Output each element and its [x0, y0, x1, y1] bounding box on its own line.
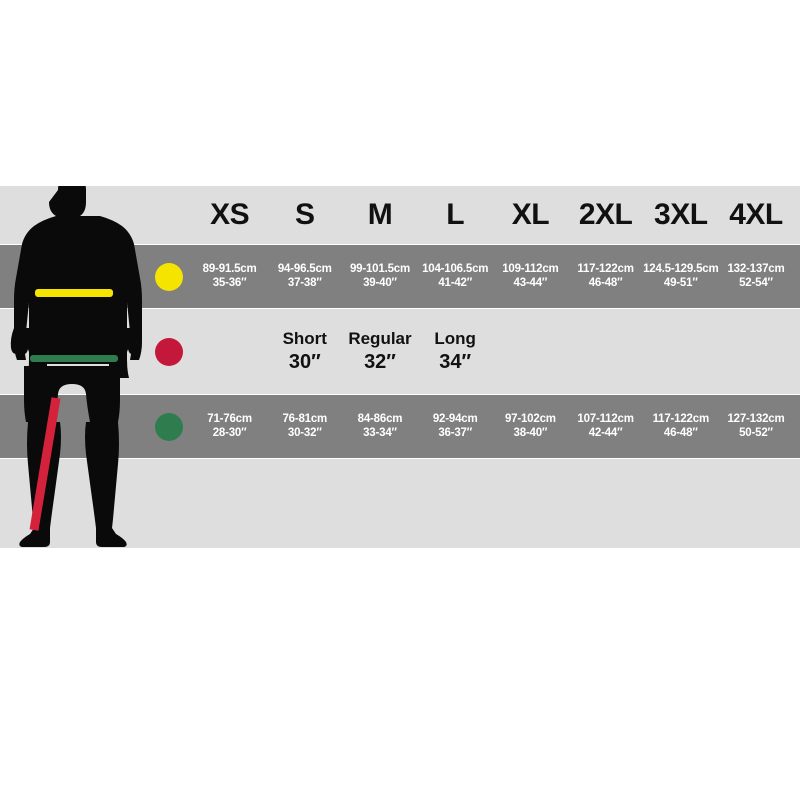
chest-inch-value: 52-54″ [739, 276, 773, 289]
waist-marker-dot-cell [148, 395, 190, 458]
waist-cell-xs: 71-76cm 28-30″ [194, 395, 266, 458]
chest-cm-value: 89-91.5cm [202, 262, 257, 275]
chest-inch-value: 37-38″ [287, 276, 322, 289]
waist-inch-value: 28-30″ [212, 426, 247, 439]
size-header-label: XL [511, 198, 550, 232]
size-header-4xl: 4XL [720, 186, 792, 244]
waist-cell-m: 84-86cm 33-34″ [344, 395, 416, 458]
chest-cm-value: 109-112cm [502, 262, 559, 275]
chest-marker-dot [155, 262, 183, 291]
size-header-l: L [419, 186, 491, 244]
waist-cm-value: 107-112cm [577, 412, 634, 425]
inseam-name-label: Long [434, 328, 476, 348]
waist-cm-value: 97-102cm [504, 412, 556, 425]
chest-cm-value: 124.5-129.5cm [643, 262, 719, 275]
chest-marker-dot-cell [148, 245, 190, 308]
waist-cm-value: 127-132cm [727, 412, 785, 425]
size-header-m: M [344, 186, 416, 244]
chest-cm-value: 104-106.5cm [422, 262, 489, 275]
waist-measure-line [30, 355, 118, 362]
chest-cell-4xl: 132-137cm 52-54″ [720, 245, 792, 308]
waist-cm-value: 71-76cm [207, 412, 252, 425]
waist-cm-value: 117-122cm [652, 412, 710, 425]
inseam-marker-dot [155, 337, 183, 366]
inseam-cell-s: Short 30″ [269, 309, 341, 394]
size-header-label: 2XL [578, 198, 633, 232]
size-header-label: XS [210, 198, 250, 232]
inseam-cell-2xl [570, 309, 642, 394]
chest-cm-value: 117-122cm [577, 262, 634, 275]
waist-cm-value: 92-94cm [432, 412, 478, 425]
waist-inch-value: 50-52″ [739, 426, 773, 439]
waist-cell-xl: 97-102cm 38-40″ [494, 395, 566, 458]
chest-inch-value: 41-42″ [438, 276, 473, 289]
chest-cell-2xl: 117-122cm 46-48″ [570, 245, 642, 308]
chest-inch-value: 43-44″ [513, 276, 548, 289]
chest-inch-value: 35-36″ [212, 276, 247, 289]
inseam-length-label: 32″ [364, 350, 396, 373]
chest-inch-value: 39-40″ [363, 276, 397, 289]
size-header-label: M [367, 198, 393, 232]
inseam-cell-l: Long 34″ [419, 309, 491, 394]
footer-band [0, 459, 800, 548]
waist-inch-value: 36-37″ [438, 426, 473, 439]
inseam-cell-xs [194, 309, 266, 394]
waist-cell-3xl: 117-122cm 46-48″ [645, 395, 717, 458]
waist-cm-value: 76-81cm [282, 412, 328, 425]
chest-cell-xs: 89-91.5cm 35-36″ [194, 245, 266, 308]
size-header-2xl: 2XL [570, 186, 642, 244]
size-header-label: S [295, 198, 315, 232]
inseam-length-label: 30″ [288, 350, 321, 373]
size-chart: XS S M L XL 2XL 3XL 4XL 89-91.5cm 35-36″ 94-96.5cm… [0, 186, 800, 548]
chest-cm-value: 132-137cm [727, 262, 785, 275]
inseam-cell-3xl [645, 309, 717, 394]
chest-cm-value: 99-101.5cm [349, 262, 410, 275]
size-header-3xl: 3XL [645, 186, 717, 244]
male-body-silhouette [10, 186, 142, 547]
chest-cell-3xl: 124.5-129.5cm 49-51″ [643, 245, 719, 308]
inseam-name-label: Regular [348, 328, 412, 348]
waist-inch-value: 42-44″ [588, 426, 623, 439]
size-header-label: 3XL [654, 198, 708, 232]
size-header-xl: XL [494, 186, 566, 244]
waist-inch-value: 33-34″ [363, 426, 397, 439]
chest-cell-m: 99-101.5cm 39-40″ [344, 245, 416, 308]
waist-cm-value: 84-86cm [357, 412, 403, 425]
size-header-label: L [446, 198, 465, 232]
waist-inch-value: 30-32″ [287, 426, 322, 439]
chest-inch-value: 46-48″ [588, 276, 623, 289]
waist-cell-l: 92-94cm 36-37″ [419, 395, 491, 458]
chest-inch-value: 49-51″ [663, 276, 698, 289]
chest-cell-xl: 109-112cm 43-44″ [494, 245, 566, 308]
inseam-cell-xl [494, 309, 566, 394]
size-grid: XS S M L XL 2XL 3XL 4XL 89-91.5cm 35-36″ 94-96.5cm… [148, 186, 800, 548]
waist-inch-value: 38-40″ [513, 426, 548, 439]
waist-cell-4xl: 127-132cm 50-52″ [720, 395, 792, 458]
waist-cell-s: 76-81cm 30-32″ [269, 395, 341, 458]
size-header-xs: XS [194, 186, 266, 244]
inseam-length-label: 34″ [439, 350, 472, 373]
waist-cell-2xl: 107-112cm 42-44″ [570, 395, 642, 458]
size-header-s: S [269, 186, 341, 244]
inseam-marker-dot-cell [148, 309, 190, 394]
header-corner-cell [148, 186, 190, 244]
figure-pane [0, 186, 146, 548]
size-header-label: 4XL [729, 198, 783, 232]
chest-cm-value: 94-96.5cm [277, 262, 332, 275]
chest-cell-l: 104-106.5cm 41-42″ [419, 245, 491, 308]
inseam-name-label: Short [282, 328, 327, 348]
waist-marker-dot [155, 412, 183, 441]
inseam-measure-line [29, 397, 61, 531]
chest-cell-s: 94-96.5cm 37-38″ [269, 245, 341, 308]
chest-measure-line [35, 289, 113, 297]
inseam-cell-m: Regular 32″ [344, 309, 416, 394]
waist-inch-value: 46-48″ [663, 426, 698, 439]
inseam-cell-4xl [720, 309, 792, 394]
